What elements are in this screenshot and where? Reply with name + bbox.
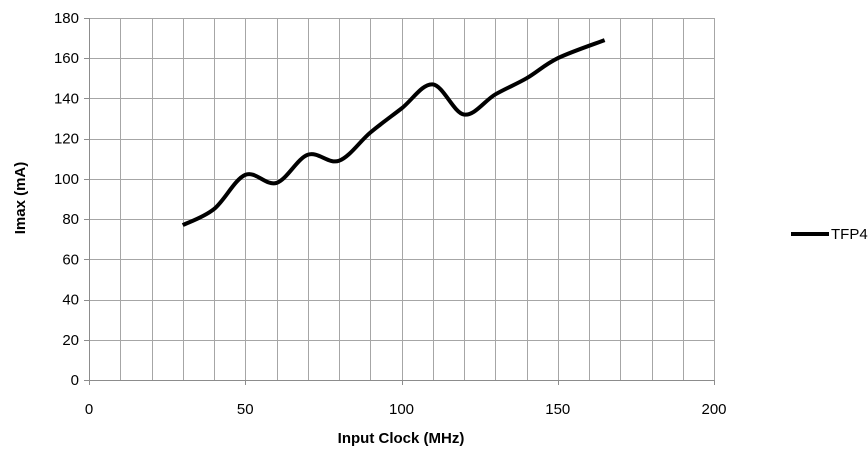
tick-labels: 0 20 40 60 80 100 120 140 160 180 0 50 100 150 200 — [54, 10, 727, 418]
x-tick-label: 150 — [545, 401, 570, 418]
y-tick-label: 160 — [54, 50, 79, 67]
x-axis-title: Input Clock (MHz) — [338, 430, 465, 447]
y-tick-label: 20 — [62, 332, 79, 349]
y-tick-label: 0 — [71, 372, 79, 389]
chart-legend: TFP401 — [791, 226, 868, 243]
y-tick-label: 180 — [54, 10, 79, 27]
y-tick-label: 40 — [62, 292, 79, 309]
x-tick-label: 50 — [237, 401, 254, 418]
y-tick-label: 140 — [54, 90, 79, 107]
y-tick-label: 80 — [62, 211, 79, 228]
legend-label-tfp401: TFP401 — [831, 226, 868, 243]
chart-axes — [84, 18, 715, 385]
y-tick-label: 120 — [54, 131, 79, 148]
series-layer — [181, 38, 606, 227]
chart-grid — [89, 18, 715, 380]
x-tick-label: 100 — [389, 401, 414, 418]
y-tick-label: 100 — [54, 171, 79, 188]
y-tick-label: 60 — [62, 251, 79, 268]
y-axis-title: Imax (mA) — [12, 162, 29, 235]
x-tick-label: 200 — [701, 401, 726, 418]
x-tick-label: 0 — [85, 401, 93, 418]
series-line-tfp401 — [181, 38, 606, 227]
